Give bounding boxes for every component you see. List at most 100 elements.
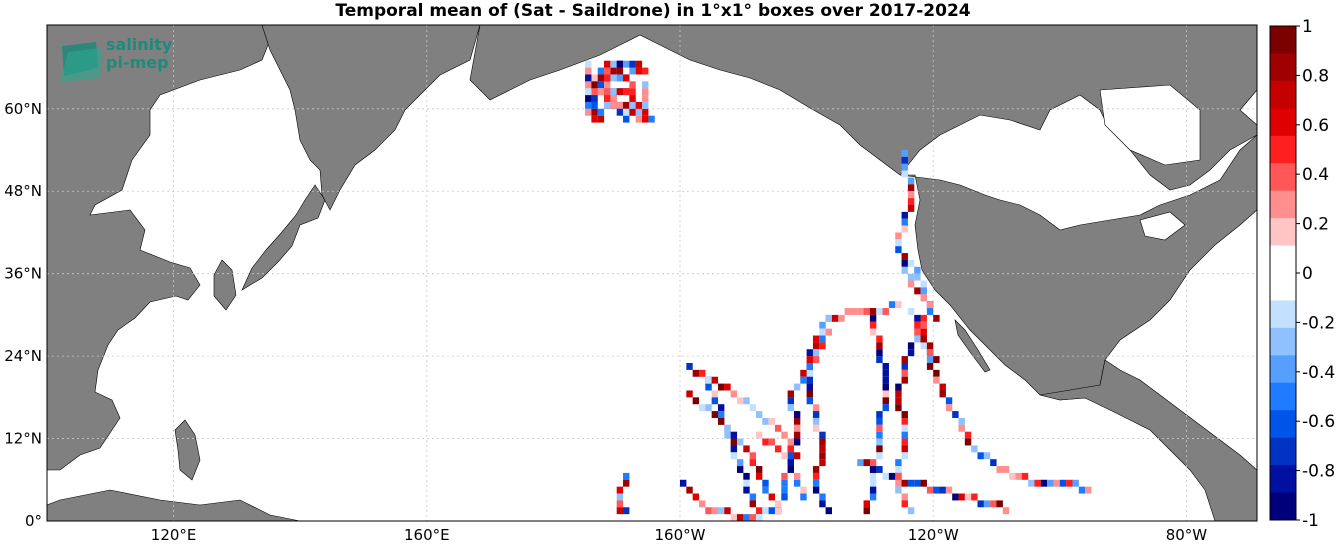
- data-cell: [812, 356, 820, 364]
- data-cell: [907, 177, 915, 185]
- data-cell: [597, 108, 605, 116]
- data-cell: [863, 308, 870, 315]
- data-cell: [996, 466, 1003, 473]
- data-cell: [882, 376, 889, 384]
- data-cell: [680, 479, 687, 487]
- data-cell: [1053, 479, 1060, 487]
- data-cell: [585, 81, 592, 89]
- data-cell: [585, 95, 592, 102]
- data-cell: [806, 349, 813, 357]
- data-cell: [623, 115, 630, 123]
- data-cell: [642, 95, 649, 102]
- data-cell: [692, 369, 700, 377]
- data-cell: [610, 101, 617, 109]
- data-cell: [831, 314, 839, 322]
- data-cell: [800, 376, 807, 384]
- data-cell: [895, 466, 902, 473]
- data-cell: [901, 218, 908, 226]
- data-cell: [642, 108, 649, 116]
- data-cell: [825, 314, 832, 322]
- data-cell: [724, 507, 731, 515]
- data-cell: [901, 356, 908, 364]
- data-cell: [616, 67, 624, 75]
- data-cell: [819, 431, 826, 439]
- data-cell: [907, 342, 915, 350]
- data-cell: [819, 335, 826, 343]
- data-cell: [762, 507, 769, 515]
- data-cell: [933, 369, 940, 377]
- data-cell: [933, 486, 940, 494]
- data-cell: [616, 500, 624, 508]
- data-cell: [964, 438, 972, 446]
- data-cell: [787, 466, 795, 473]
- data-cell: [819, 342, 826, 350]
- data-cell: [901, 431, 908, 439]
- land-masses: [46, 24, 1258, 522]
- data-cell: [926, 356, 934, 364]
- data-cell: [711, 411, 719, 418]
- data-cell: [914, 328, 921, 336]
- colorbar-label: -0.2: [1302, 313, 1335, 333]
- data-cell: [755, 472, 763, 480]
- data-cell: [901, 376, 908, 384]
- data-cells: [585, 60, 1092, 522]
- colorbar-segment: [1270, 245, 1296, 274]
- colorbar-segment: [1270, 273, 1296, 301]
- data-cell: [990, 459, 997, 467]
- data-cell: [743, 479, 750, 487]
- data-cell: [610, 88, 617, 96]
- data-cell: [736, 514, 744, 522]
- asia-landmass: [46, 24, 271, 471]
- data-cell: [863, 507, 870, 515]
- data-cell: [730, 452, 738, 460]
- data-cell: [781, 452, 788, 460]
- data-cell: [914, 266, 921, 274]
- data-cell: [901, 163, 908, 171]
- data-cell: [869, 328, 877, 336]
- data-cell: [812, 466, 820, 473]
- data-cell: [876, 411, 883, 418]
- data-cell: [869, 493, 877, 501]
- data-cell: [907, 259, 915, 267]
- data-cell: [806, 397, 813, 405]
- data-cell: [705, 376, 712, 384]
- colorbar-label: -0.6: [1302, 412, 1335, 432]
- data-cell: [749, 514, 757, 522]
- data-cell: [705, 507, 712, 515]
- data-cell: [869, 486, 877, 494]
- data-cell: [793, 438, 801, 446]
- data-cell: [920, 479, 927, 487]
- data-cell: [895, 486, 902, 494]
- data-cell: [812, 349, 820, 357]
- data-cell: [616, 60, 624, 68]
- data-cell: [882, 383, 889, 391]
- data-cell: [1009, 472, 1016, 480]
- data-cell: [869, 472, 877, 480]
- data-cell: [945, 486, 953, 494]
- hudson-bay: [1099, 84, 1201, 166]
- data-cell: [623, 88, 630, 96]
- data-cell: [604, 67, 611, 75]
- data-cell: [1028, 479, 1035, 487]
- data-cell: [876, 452, 883, 460]
- data-cell: [901, 369, 908, 377]
- data-cell: [926, 486, 934, 494]
- colorbar-segment: [1270, 108, 1296, 137]
- data-cell: [800, 486, 807, 494]
- data-cell: [819, 459, 826, 467]
- data-cell: [819, 328, 826, 336]
- data-cell: [914, 287, 921, 295]
- data-cell: [768, 493, 776, 501]
- data-cell: [787, 445, 795, 453]
- data-cell: [907, 280, 915, 288]
- data-cell: [610, 95, 617, 102]
- data-cell: [585, 108, 592, 116]
- data-cell: [692, 493, 700, 501]
- data-cell: [591, 95, 598, 102]
- colorbar-label: -0.4: [1302, 363, 1335, 383]
- data-cell: [863, 500, 870, 508]
- data-cell: [717, 383, 725, 391]
- data-cell: [882, 369, 889, 377]
- data-cell: [882, 362, 889, 370]
- data-cell: [730, 514, 738, 522]
